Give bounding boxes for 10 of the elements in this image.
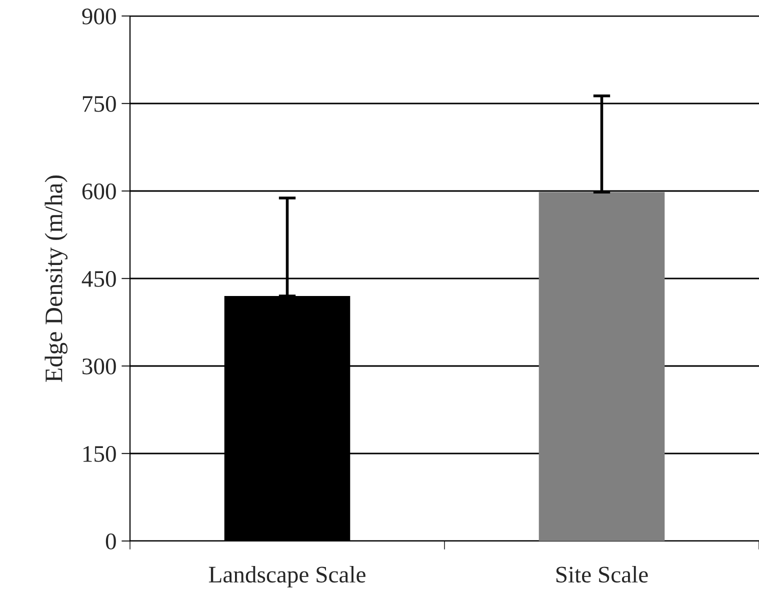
y-axis-title: Edge Density (m/ha) (44, 175, 68, 382)
y-tick-label: 150 (83, 446, 116, 462)
y-tick-label: 0 (106, 533, 116, 550)
x-tick-label: Site Scale (556, 566, 648, 583)
y-tick-label: 300 (82, 358, 116, 374)
y-tick-label: 900 (82, 8, 116, 24)
y-tick-label: 450 (82, 270, 116, 287)
x-tick-label: Landscape Scale (208, 566, 366, 588)
y-tick-label: 750 (82, 96, 116, 112)
y-tick-label: 600 (82, 183, 116, 200)
